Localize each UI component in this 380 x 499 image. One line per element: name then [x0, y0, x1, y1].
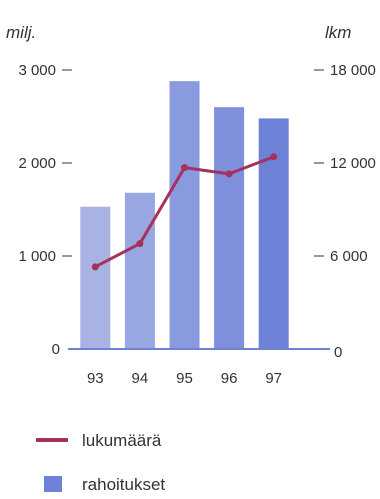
- line-point-95: [181, 164, 188, 172]
- x-tick-label-95: 95: [176, 370, 193, 387]
- right-tick-label-0: 0: [334, 344, 342, 361]
- bar-94: [124, 192, 155, 349]
- bar-96: [214, 107, 245, 349]
- bars-layer: [80, 81, 289, 349]
- left-tick-label-0: 0: [52, 341, 60, 358]
- right-tick-label-6000: 6 000: [330, 248, 368, 265]
- right-axis-unit: lkm: [325, 23, 351, 42]
- line-layer: [91, 153, 278, 271]
- line-point-97: [270, 153, 278, 161]
- legend-label-lukumaara: lukumäärä: [82, 431, 162, 450]
- bar-93: [80, 206, 111, 349]
- legend-label-rahoitukset: rahoitukset: [82, 475, 165, 494]
- legend: lukumäärä rahoitukset: [36, 431, 165, 494]
- right-tick-label-18000: 18 000: [330, 62, 376, 79]
- bar-95: [169, 81, 200, 349]
- axes-layer: 0 1 000 2 000 3 000 0 6 000 12 000 18 000 93 94 95…: [18, 62, 375, 387]
- right-tick-label-12000: 12 000: [330, 155, 376, 172]
- left-tick-label-2000: 2 000: [18, 155, 56, 172]
- x-tick-label-97: 97: [265, 370, 282, 387]
- x-tick-label-96: 96: [221, 370, 238, 387]
- left-tick-label-3000: 3 000: [18, 62, 56, 79]
- left-axis-unit: milj.: [6, 23, 36, 42]
- x-tick-label-93: 93: [87, 370, 104, 387]
- x-tick-label-94: 94: [132, 370, 149, 387]
- line-point-96: [225, 170, 233, 178]
- legend-bar-swatch: [44, 476, 62, 492]
- bar-97: [258, 118, 289, 349]
- line-point-94: [136, 240, 144, 248]
- line-point-93: [91, 263, 99, 271]
- left-tick-label-1000: 1 000: [18, 248, 56, 265]
